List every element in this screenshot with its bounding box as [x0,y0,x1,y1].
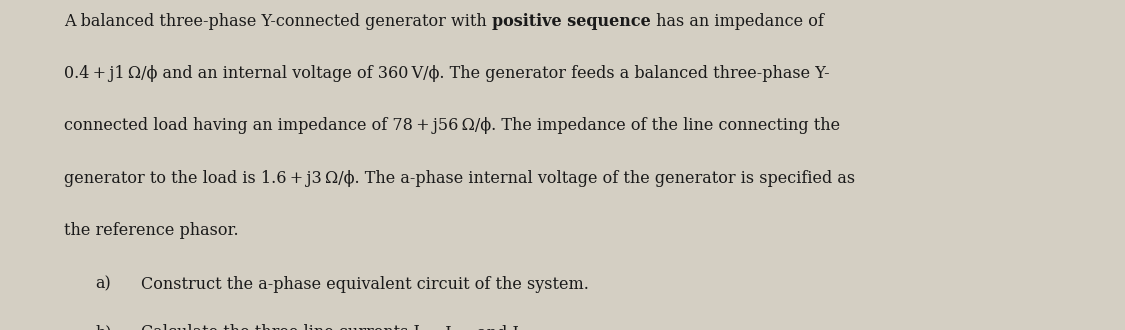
Text: A balanced three-phase Y-connected generator with: A balanced three-phase Y-connected gener… [64,13,492,30]
Text: has an impedance of: has an impedance of [650,13,824,30]
Text: connected load having an impedance of 78 + j56 Ω/ϕ. The impedance of the line co: connected load having an impedance of 78… [64,117,840,135]
Text: , I: , I [434,324,451,330]
Text: .: . [534,324,539,330]
Text: the reference phasor.: the reference phasor. [64,222,238,239]
Text: , and I: , and I [467,324,519,330]
Text: Calculate the three line currents I: Calculate the three line currents I [141,324,420,330]
Text: 0.4 + j1 Ω/ϕ and an internal voltage of 360 V/ϕ. The generator feeds a balanced : 0.4 + j1 Ω/ϕ and an internal voltage of … [64,65,830,82]
Text: positive sequence: positive sequence [492,13,650,30]
Text: a): a) [96,276,111,293]
Text: Construct the a-phase equivalent circuit of the system.: Construct the a-phase equivalent circuit… [141,276,588,293]
Text: b): b) [96,324,112,330]
Text: generator to the load is 1.6 + j3 Ω/ϕ. The a-phase internal voltage of the gener: generator to the load is 1.6 + j3 Ω/ϕ. T… [64,170,855,187]
